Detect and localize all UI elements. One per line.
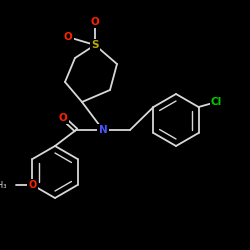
- Text: N: N: [98, 125, 108, 135]
- Text: O: O: [58, 113, 68, 123]
- Text: Cl: Cl: [211, 97, 222, 107]
- Text: S: S: [91, 40, 99, 50]
- Text: CH₃: CH₃: [0, 180, 8, 190]
- Text: O: O: [28, 180, 36, 190]
- Text: O: O: [64, 32, 72, 42]
- Text: O: O: [90, 17, 100, 27]
